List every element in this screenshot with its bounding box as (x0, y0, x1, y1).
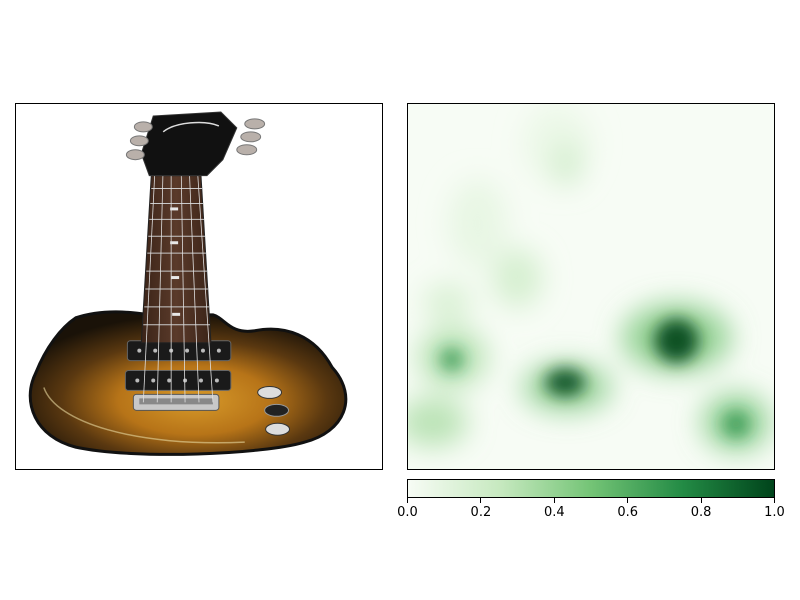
colorbar-tick (407, 498, 408, 503)
heatmap-panel (407, 103, 775, 470)
colorbar-tick-label: 0.4 (543, 505, 565, 520)
colorbar-gradient (408, 480, 774, 497)
colorbar-tick (553, 498, 555, 503)
guitar-image-panel (15, 103, 383, 470)
colorbar-tick-label: 0.2 (470, 505, 492, 520)
electric-guitar-icon (16, 104, 382, 469)
colorbar-tick-label: 0.0 (397, 505, 418, 520)
colorbar-tick (700, 498, 702, 503)
colorbar-tick-label: 0.8 (690, 505, 712, 520)
colorbar-tick (627, 498, 629, 503)
heatmap (408, 104, 774, 469)
colorbar-tick-label: 0.6 (617, 505, 639, 520)
colorbar-tick-label: 1.0 (764, 505, 785, 520)
colorbar (407, 479, 775, 498)
colorbar-tick (774, 498, 775, 503)
colorbar-tick (480, 498, 482, 503)
